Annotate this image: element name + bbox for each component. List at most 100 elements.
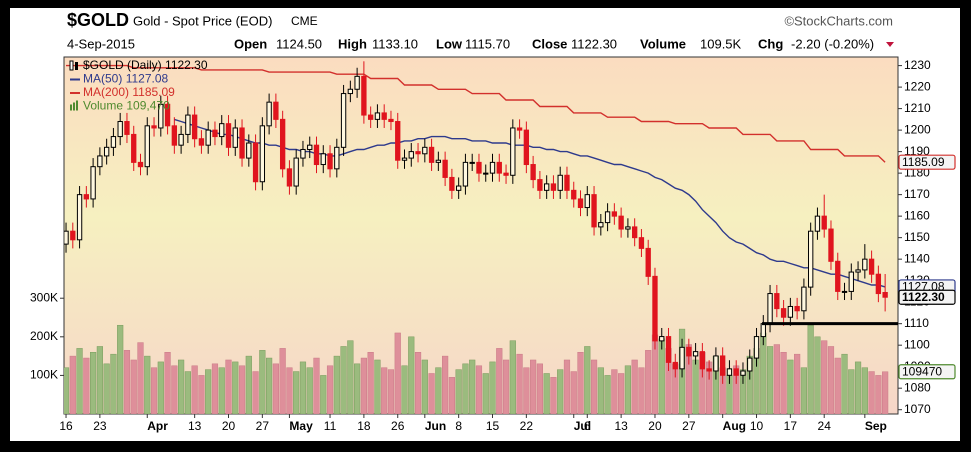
volume-bar [137,342,144,414]
x-tick-label: 23 [93,419,107,433]
stat-label: Volume [640,36,686,51]
volume-bar [306,367,313,414]
candle-body [699,351,706,370]
candle-body [577,198,584,209]
candle-body [185,114,191,135]
candle-body [408,151,414,159]
candle-body [638,237,645,249]
volume-bar [658,338,665,414]
candle-body [347,88,354,95]
x-tick-label: 16 [59,419,73,433]
x-tick-label: 20 [648,419,662,433]
legend-name: MA(200) [83,85,129,99]
stat-value: -2.20 (-0.20%) [791,36,874,51]
candle-body [320,153,326,166]
y-tick-label: 1190 [904,144,930,158]
candle-body [841,290,848,293]
exchange: CME [291,14,318,28]
candle-body [780,308,787,318]
x-tick-label: 13 [614,419,628,433]
candle-body [239,127,245,159]
value-tag [898,289,956,305]
legend-icon [75,62,78,70]
candle-body [564,174,570,191]
candle-body [191,114,198,140]
volume-bar [144,355,151,414]
volume-bar [76,348,83,414]
candle-body [327,153,333,170]
candle-body [652,275,658,342]
candle-body [713,355,719,372]
value-tag-label: 1122.30 [902,290,945,304]
legend-icon [76,100,78,111]
candle-body [462,161,469,187]
candle-body [198,138,205,146]
candle-body [659,336,665,342]
volume-bar [360,357,367,414]
legend-entry: MA(200) 1185.09 [83,85,175,99]
candle-body [571,189,577,200]
candle-body [814,215,821,232]
volume-bar [604,375,611,414]
y-tick-label: 1220 [904,79,931,93]
candle-body [855,269,861,273]
candle-body [171,125,178,146]
candle-body [625,226,631,230]
candle-body [645,247,651,277]
y2-tick-label: 200K [30,329,58,343]
volume-bar [387,369,395,414]
volume-bar [442,355,449,414]
volume-bar [645,350,652,414]
volume-bar [875,375,882,414]
x-tick-label: Jun [425,419,446,433]
volume-bar [238,365,246,414]
volume-bar [178,359,185,414]
candle-body [151,125,157,129]
x-tick-label: 11 [324,419,337,433]
volume-bar [252,371,259,414]
volume-bar [550,377,557,414]
candle-body [307,144,313,150]
x-tick-label: 27 [256,419,270,433]
stat-value: 1122.30 [571,36,617,51]
legend-value: 1127.08 [126,72,169,86]
volume-bar [611,369,618,414]
volume-bar [340,346,347,414]
volume-bar [225,359,232,414]
candle-body [584,194,590,209]
date: 4-Sep-2015 [67,36,135,51]
volume-bar [482,373,489,414]
candle-body [164,103,171,127]
source: ©StockCharts.com [784,13,893,28]
x-tick-label: 13 [188,419,202,433]
candle-body [821,215,827,230]
candle-body [361,75,367,116]
volume-bar [171,365,178,414]
menu-arrow[interactable] [886,42,894,47]
volume-bar [624,365,631,414]
volume-bar [90,351,97,414]
stat-label: Low [436,36,463,51]
volume-bar [854,361,862,414]
candle-body [665,336,672,363]
candle-body [97,155,103,168]
candle-body [496,161,502,174]
volume-bar [211,363,219,414]
candle-body [435,159,442,163]
candle-body [428,146,435,163]
value-tag [898,154,956,170]
legend-name: Volume [83,99,123,113]
volume-bar [347,340,354,414]
y-tick-label: 1170 [904,187,930,201]
candle-body [279,118,286,170]
volume-bar [577,351,584,414]
x-tick-label: Apr [147,419,168,433]
candle-body [76,194,83,241]
volume-bar [692,359,699,414]
y-tick-label: 1100 [904,337,930,351]
volume-bar [638,367,645,414]
candle-body [340,93,347,148]
y2-tick-label: 100K [30,368,58,382]
candle-body [354,75,360,90]
